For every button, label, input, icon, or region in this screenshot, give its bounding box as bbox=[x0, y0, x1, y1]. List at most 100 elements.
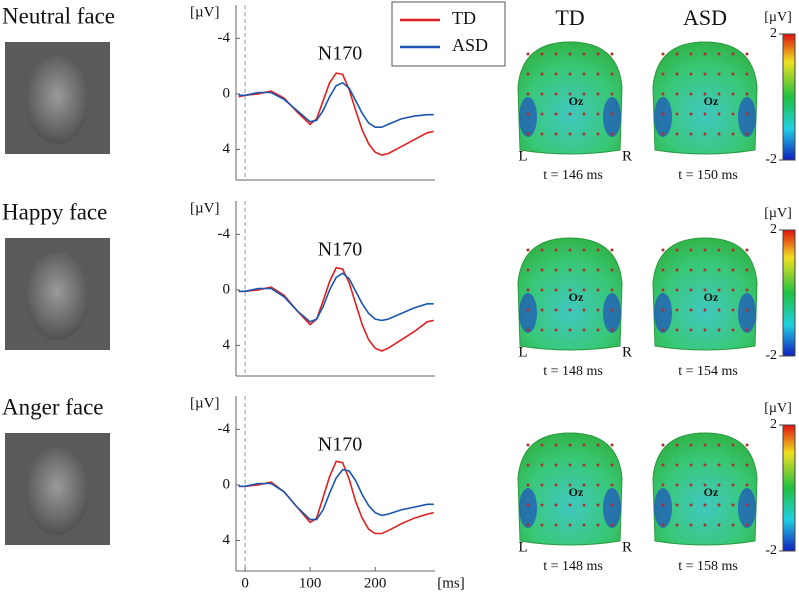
electrode bbox=[703, 72, 707, 76]
electrode bbox=[661, 72, 665, 76]
electrode bbox=[568, 328, 572, 332]
electrode bbox=[554, 112, 558, 116]
time-label: t = 146 ms bbox=[543, 168, 603, 183]
legend-label: TD bbox=[452, 8, 476, 28]
series-line bbox=[238, 81, 434, 128]
negative-region bbox=[519, 293, 537, 333]
electrode bbox=[661, 288, 665, 292]
electrode bbox=[540, 523, 544, 527]
scalp-map bbox=[517, 432, 623, 546]
electrode bbox=[554, 268, 558, 272]
electrode bbox=[568, 132, 572, 136]
electrode bbox=[703, 523, 707, 527]
electrode bbox=[731, 268, 735, 272]
electrode bbox=[745, 72, 749, 76]
negative-region bbox=[519, 488, 537, 528]
electrode bbox=[745, 463, 749, 467]
right-label: R bbox=[622, 148, 632, 164]
electrode bbox=[717, 268, 721, 272]
electrode bbox=[568, 248, 572, 252]
electrode bbox=[689, 112, 693, 116]
electrode bbox=[568, 72, 572, 76]
x-tick-label: 200 bbox=[364, 575, 387, 591]
electrode bbox=[554, 328, 558, 332]
electrode bbox=[731, 308, 735, 312]
electrode bbox=[582, 52, 586, 56]
electrode bbox=[675, 463, 679, 467]
electrode bbox=[554, 483, 558, 487]
electrode bbox=[554, 443, 558, 447]
row-title: Happy face bbox=[2, 199, 107, 224]
electrode bbox=[745, 328, 749, 332]
negative-region bbox=[603, 293, 621, 333]
negative-region bbox=[738, 97, 756, 137]
series-line bbox=[238, 266, 434, 352]
negative-region bbox=[654, 97, 672, 137]
electrode bbox=[582, 92, 586, 96]
electrode bbox=[689, 72, 693, 76]
electrode bbox=[526, 72, 530, 76]
electrode bbox=[610, 52, 614, 56]
electrode bbox=[596, 72, 600, 76]
electrode bbox=[661, 52, 665, 56]
electrode bbox=[540, 483, 544, 487]
electrode bbox=[731, 463, 735, 467]
y-tick-label: 4 bbox=[223, 141, 231, 157]
negative-region bbox=[738, 488, 756, 528]
electrode bbox=[675, 483, 679, 487]
electrode bbox=[661, 443, 665, 447]
scalp-map bbox=[517, 41, 623, 155]
face-shape bbox=[25, 56, 89, 144]
electrode bbox=[675, 248, 679, 252]
electrode bbox=[582, 328, 586, 332]
electrode bbox=[568, 443, 572, 447]
electrode bbox=[717, 483, 721, 487]
colorbar-tick-label: -2 bbox=[765, 348, 777, 363]
electrode bbox=[526, 463, 530, 467]
electrode bbox=[540, 268, 544, 272]
electrode bbox=[675, 72, 679, 76]
electrode bbox=[554, 503, 558, 507]
electrode bbox=[745, 132, 749, 136]
electrode bbox=[731, 503, 735, 507]
electrode bbox=[675, 328, 679, 332]
electrode bbox=[661, 503, 665, 507]
electrode bbox=[568, 92, 572, 96]
y-unit: [µV] bbox=[190, 200, 219, 216]
scalp-map bbox=[652, 237, 758, 351]
electrode bbox=[526, 112, 530, 116]
time-label: t = 148 ms bbox=[543, 559, 603, 574]
electrode bbox=[689, 92, 693, 96]
electrode bbox=[610, 463, 614, 467]
electrode bbox=[568, 308, 572, 312]
electrode bbox=[661, 132, 665, 136]
electrode bbox=[582, 523, 586, 527]
electrode bbox=[568, 268, 572, 272]
electrode bbox=[582, 268, 586, 272]
electrode bbox=[731, 52, 735, 56]
electrode bbox=[731, 72, 735, 76]
electrode bbox=[661, 268, 665, 272]
colorbar-unit: [µV] bbox=[764, 10, 792, 25]
electrode bbox=[661, 328, 665, 332]
time-label: t = 148 ms bbox=[543, 364, 603, 379]
colorbar-tick-label: 2 bbox=[770, 222, 777, 237]
electrode bbox=[703, 463, 707, 467]
electrode bbox=[582, 112, 586, 116]
electrode bbox=[526, 268, 530, 272]
electrode-label: Oz bbox=[569, 94, 584, 108]
colorbar-tick-label: -2 bbox=[765, 543, 777, 558]
electrode bbox=[675, 52, 679, 56]
x-tick-label: 0 bbox=[241, 575, 249, 591]
electrode bbox=[703, 483, 707, 487]
electrode bbox=[703, 52, 707, 56]
electrode bbox=[526, 288, 530, 292]
right-label: R bbox=[622, 344, 632, 360]
electrode bbox=[675, 308, 679, 312]
left-label: L bbox=[518, 344, 527, 360]
electrode bbox=[689, 463, 693, 467]
time-label: t = 150 ms bbox=[678, 168, 738, 183]
electrode bbox=[675, 92, 679, 96]
electrode bbox=[582, 443, 586, 447]
